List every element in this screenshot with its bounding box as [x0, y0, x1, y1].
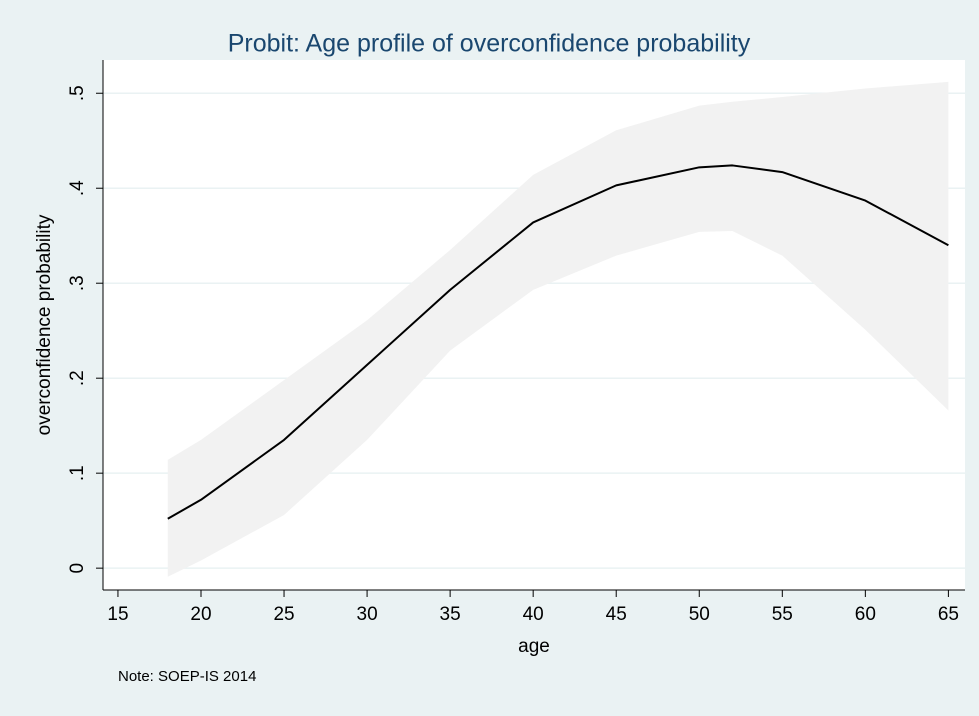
- x-tick-label: 45: [606, 604, 627, 625]
- y-tick-label: .2: [67, 370, 88, 386]
- y-axis-label: overconfidence probability: [34, 214, 55, 435]
- confidence-band: [167, 81, 949, 577]
- note: Note: SOEP-IS 2014: [118, 668, 256, 685]
- x-tick-label: 60: [855, 604, 876, 625]
- x-tick-label: 15: [107, 604, 128, 625]
- chart-title: Probit: Age profile of overconfidence pr…: [228, 30, 751, 58]
- x-tick-label: 50: [689, 604, 710, 625]
- x-axis-label: age: [518, 636, 550, 657]
- line: [167, 164, 949, 520]
- x-tick-label: 40: [523, 604, 544, 625]
- y-tick-label: .3: [67, 275, 88, 291]
- x-tick-label: 35: [440, 604, 461, 625]
- x-tick-label: 55: [772, 604, 793, 625]
- x-tick-label: 20: [190, 604, 211, 625]
- x-tick-label: 30: [357, 604, 378, 625]
- y-tick-label: .1: [67, 465, 88, 481]
- x-tick-label: 25: [273, 604, 294, 625]
- y-tick-label: .5: [67, 85, 88, 101]
- y-tick-label: .4: [67, 180, 88, 196]
- x-tick-label: 65: [938, 604, 959, 625]
- y-tick-label: 0: [67, 563, 88, 574]
